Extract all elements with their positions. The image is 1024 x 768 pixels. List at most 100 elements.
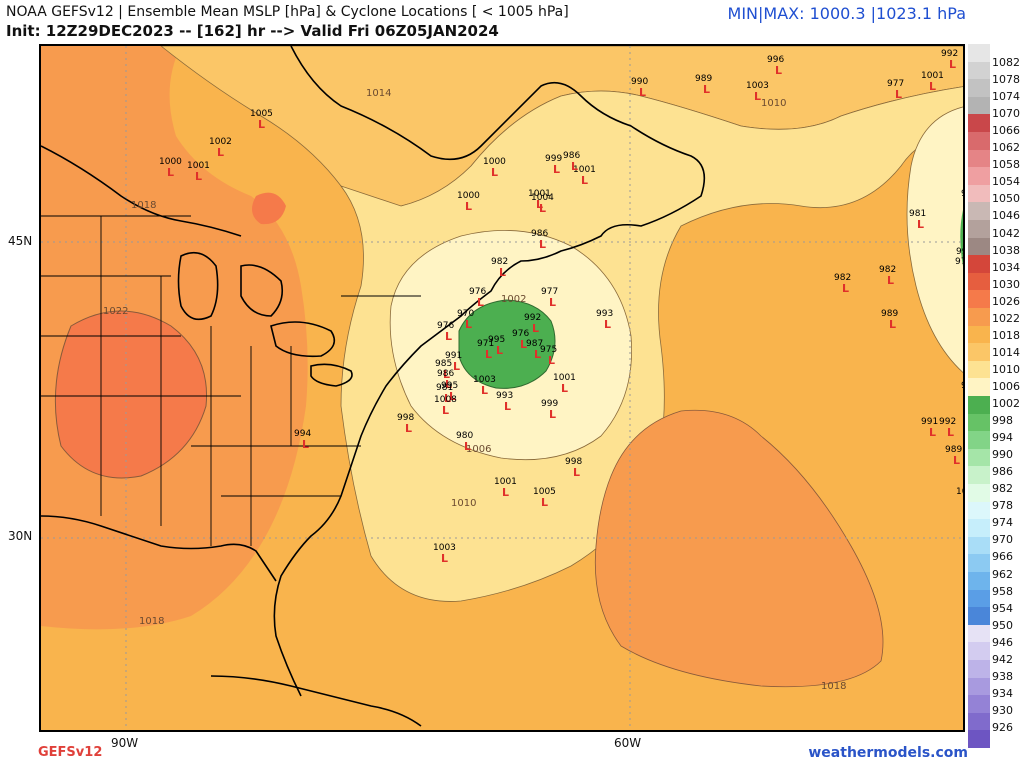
- low-symbol: L: [561, 382, 568, 395]
- cyclone-pressure: 985: [435, 359, 452, 369]
- low-symbol: L: [539, 202, 546, 215]
- colorbar-swatch: [968, 149, 990, 168]
- low-symbol: L: [553, 163, 560, 176]
- low-symbol: L: [465, 200, 472, 213]
- lon-label-60w: 60W: [614, 736, 642, 750]
- init-valid-time: Init: 12Z29DEC2023 -- [162] hr --> Valid…: [6, 22, 499, 40]
- low-symbol: L: [887, 274, 894, 287]
- coastlines: [41, 46, 706, 727]
- colorbar-tick-label: 1042: [992, 226, 1020, 240]
- colorbar-swatch: [968, 202, 990, 221]
- low-symbol: L: [842, 282, 849, 295]
- cyclone-pressure: 1005: [533, 487, 556, 497]
- low-symbol: L: [441, 552, 448, 565]
- colorbar-swatch: [968, 61, 990, 80]
- colorbar-tick-label: 1050: [992, 192, 1020, 206]
- cyclone-pressure: 976: [437, 321, 454, 331]
- isobar-label: 1022: [103, 306, 128, 317]
- cyclone-pressure: 1001: [187, 161, 210, 171]
- low-symbol: L: [917, 218, 924, 231]
- low-symbol: L: [541, 496, 548, 509]
- small-high-blob: [252, 192, 286, 225]
- low-symbol: L: [964, 496, 965, 509]
- colorbar-tick-label: 1078: [992, 73, 1020, 87]
- cyclone-pressure: 986: [531, 229, 548, 239]
- cyclone-pressure: 1002: [209, 137, 232, 147]
- cyclone-pressure: 1001: [528, 189, 551, 199]
- colorbar-tick-label: 954: [992, 601, 1013, 615]
- cyclone-pressure: 990: [631, 77, 648, 87]
- colorbar-tick-label: 942: [992, 652, 1013, 666]
- isobar-label: 1010: [451, 498, 476, 509]
- isobar-label: 1002: [501, 294, 526, 305]
- region-1002-low: [458, 299, 556, 389]
- cyclone-pressure: 992: [941, 49, 958, 59]
- cyclone-pressure: 1000: [457, 191, 480, 201]
- colorbar-swatch: [968, 79, 990, 98]
- cyclone-pressure: 989: [945, 445, 962, 455]
- low-symbol: L: [573, 466, 580, 479]
- low-symbol: L: [465, 318, 472, 331]
- colorbar-swatch: [968, 677, 990, 696]
- low-symbol: L: [520, 338, 527, 351]
- colorbar-swatch: [968, 501, 990, 520]
- cyclone-pressure: 987: [961, 381, 965, 391]
- region-1010: [339, 86, 963, 602]
- model-label: GEFSv12: [38, 745, 103, 760]
- cyclone-pressure: 991: [921, 417, 938, 427]
- cyclone-pressure: 990: [956, 247, 965, 257]
- colorbar-tick-label: 1018: [992, 328, 1020, 342]
- low-symbol: L: [953, 454, 960, 467]
- cyclone-pressure: 1003: [433, 543, 456, 553]
- cyclone-pressure: 982: [491, 257, 508, 267]
- colorbar-swatch: [968, 536, 990, 555]
- low-symbol: L: [532, 322, 539, 335]
- colorbar-swatch: [968, 519, 990, 538]
- colorbar-swatch: [968, 360, 990, 379]
- colorbar-tick-label: 926: [992, 720, 1013, 734]
- colorbar-tick-label: 1074: [992, 90, 1020, 104]
- cyclone-pressure: 1004: [531, 193, 554, 203]
- colorbar-swatch: [968, 96, 990, 115]
- colorbar-swatch: [968, 325, 990, 344]
- colorbar-swatch: [968, 290, 990, 309]
- cyclone-pressure: 995: [441, 381, 458, 391]
- isobar-label: 1018: [821, 681, 846, 692]
- low-symbol: L: [754, 90, 761, 103]
- cyclone-pressure: 999: [545, 154, 562, 164]
- low-symbol: L: [536, 198, 543, 211]
- low-symbol: L: [964, 256, 965, 269]
- colorbar-swatch: [968, 642, 990, 661]
- colorbar-tick-label: 1030: [992, 277, 1020, 291]
- colorbar-tick-label: 958: [992, 584, 1013, 598]
- cyclone-pressure: 1001: [553, 373, 576, 383]
- low-symbol: L: [443, 368, 450, 381]
- colorbar-tick-label: 1058: [992, 158, 1020, 172]
- cyclone-pressure: 1000: [483, 157, 506, 167]
- low-symbol: L: [581, 174, 588, 187]
- low-symbol: L: [496, 344, 503, 357]
